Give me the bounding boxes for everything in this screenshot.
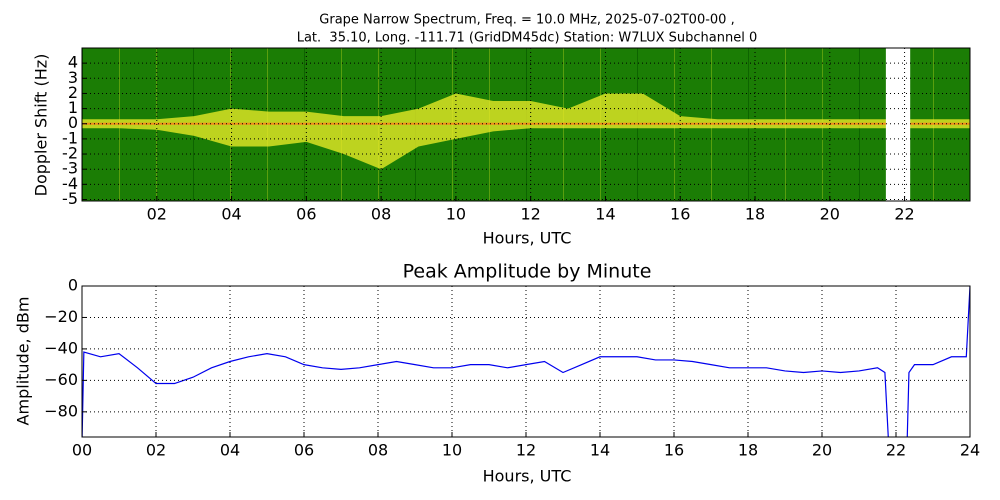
chart-subtitle: Lat. 35.10, Long. -111.71 (GridDM45dc) S… — [297, 31, 758, 46]
y-tick-label: -3 — [62, 159, 78, 178]
x-tick-label: 16 — [664, 441, 684, 460]
amplitude-line — [82, 286, 970, 437]
doppler-band — [82, 93, 970, 170]
plot-area — [82, 286, 970, 437]
y-tick-label: -4 — [62, 174, 78, 193]
x-tick-label: 18 — [745, 205, 765, 224]
x-tick-label: 04 — [220, 441, 240, 460]
y-axis-label: Doppler Shift (Hz) — [32, 54, 51, 197]
x-axis-label: Hours, UTC — [483, 467, 572, 486]
x-tick-label: 20 — [812, 441, 832, 460]
x-tick-label: 12 — [516, 441, 536, 460]
x-axis-label: Hours, UTC — [483, 229, 572, 248]
y-tick-label: -2 — [62, 144, 78, 163]
y-tick-label: −20 — [44, 307, 78, 326]
x-tick-label: 04 — [221, 205, 241, 224]
y-tick-label: 4 — [68, 53, 78, 72]
y-axis-label: Amplitude, dBm — [14, 297, 33, 426]
x-tick-label: 22 — [886, 441, 906, 460]
y-tick-label: −60 — [44, 370, 78, 389]
x-tick-label: 00 — [72, 441, 92, 460]
x-tick-label: 02 — [147, 205, 167, 224]
plot-area — [82, 48, 970, 201]
x-tick-label: 06 — [294, 441, 314, 460]
y-tick-label: −80 — [44, 401, 78, 420]
x-tick-label: 10 — [442, 441, 462, 460]
x-tick-label: 18 — [738, 441, 758, 460]
x-tick-label: 12 — [520, 205, 540, 224]
y-tick-label: -5 — [62, 189, 78, 208]
y-tick-label: -1 — [62, 128, 78, 147]
data-gap — [885, 48, 911, 201]
x-tick-label: 08 — [371, 205, 391, 224]
x-tick-label: 14 — [595, 205, 615, 224]
x-tick-label: 22 — [894, 205, 914, 224]
x-tick-label: 16 — [670, 205, 690, 224]
x-tick-label: 06 — [296, 205, 316, 224]
x-tick-label: 24 — [960, 441, 980, 460]
y-tick-label: 0 — [68, 276, 78, 295]
chart-title: Grape Narrow Spectrum, Freq. = 10.0 MHz,… — [319, 13, 734, 28]
x-tick-label: 08 — [368, 441, 388, 460]
y-tick-label: −40 — [44, 338, 78, 357]
plot-frame — [81, 285, 971, 438]
x-tick-label: 10 — [446, 205, 466, 224]
y-tick-label: 2 — [68, 83, 78, 102]
x-tick-label: 14 — [590, 441, 610, 460]
plot-frame — [81, 47, 971, 202]
y-tick-label: 1 — [68, 98, 78, 117]
y-tick-label: 0 — [68, 113, 78, 132]
chart-title: Peak Amplitude by Minute — [403, 261, 652, 283]
y-tick-label: 3 — [68, 68, 78, 87]
x-tick-label: 20 — [820, 205, 840, 224]
x-tick-label: 02 — [146, 441, 166, 460]
